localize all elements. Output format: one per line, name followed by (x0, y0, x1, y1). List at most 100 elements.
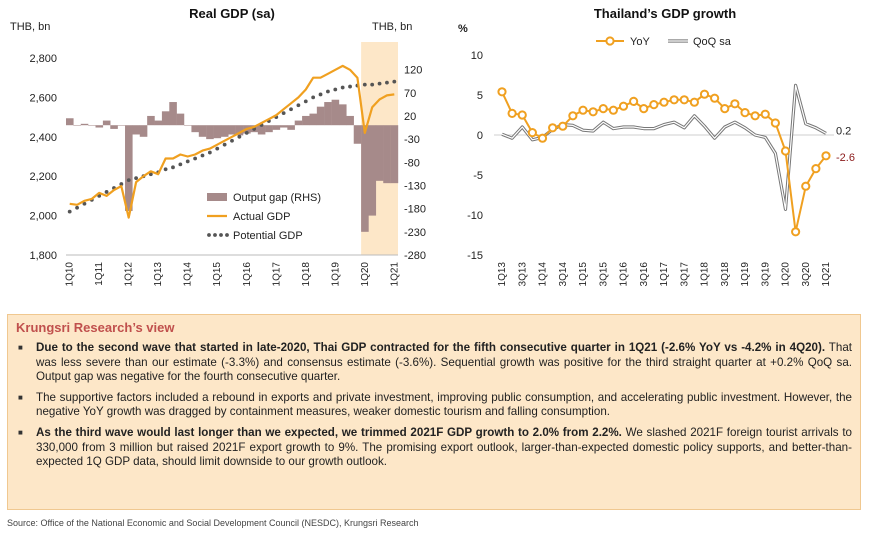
potential-gdp-point (303, 99, 308, 104)
yoy-point (821, 151, 831, 161)
right-chart-title: Thailand’s GDP growth (594, 6, 736, 21)
output-gap-bar (169, 102, 177, 126)
output-gap-bar (125, 125, 133, 211)
potential-gdp-point (171, 165, 175, 170)
right-x-tick: 1Q13 (497, 262, 508, 287)
output-gap-bar (228, 125, 236, 135)
potential-gdp-point (230, 138, 234, 143)
output-gap-bar (147, 115, 155, 126)
potential-gdp-point (82, 201, 87, 206)
output-gap-bar (368, 125, 377, 216)
output-gap-bar (80, 123, 89, 126)
research-view-box: Krungsri Research’s view Due to the seco… (7, 314, 861, 510)
right-chart-y-tick: 10 (471, 50, 483, 62)
right-chart-y-tick: -5 (473, 170, 483, 182)
left-x-tick: 1Q12 (124, 262, 135, 287)
yoy-point (507, 108, 517, 119)
yoy-point (548, 123, 558, 133)
bullet-3: As the third wave would last longer than… (16, 426, 852, 470)
output-gap-bar (154, 120, 163, 126)
potential-gdp-point (104, 190, 109, 194)
left-y-tick: 2,200 (29, 171, 57, 183)
yoy-point (730, 99, 740, 109)
legend-potential-gdp-dot (207, 233, 211, 237)
output-gap-bar (235, 125, 244, 136)
potential-gdp-point (126, 178, 131, 183)
bullet-3-bold: As the third wave would last longer than… (36, 425, 622, 439)
output-gap-bar (383, 125, 391, 184)
output-gap-bar (338, 104, 347, 126)
left-x-tick: 1Q17 (271, 262, 282, 287)
right-x-tick: 1Q17 (659, 262, 670, 287)
legend-actual-gdp: Actual GDP (233, 211, 290, 223)
yoy-point (780, 146, 791, 156)
left-y-tick: 2,400 (29, 132, 57, 144)
potential-gdp-point (289, 107, 293, 112)
yoy-point (517, 110, 527, 120)
right-x-tick: 3Q13 (517, 262, 528, 287)
right-y-tick: 120 (404, 65, 422, 77)
potential-gdp-point (222, 142, 227, 147)
yoy-point (740, 108, 750, 118)
yoy-point (588, 107, 598, 117)
left-unit-label: THB, bn (10, 21, 50, 33)
right-x-tick: 1Q19 (740, 262, 751, 287)
right-y-tick: -180 (404, 204, 426, 216)
right-x-tick: 3Q17 (679, 262, 690, 287)
yoy-point (598, 104, 608, 114)
potential-gdp-point (362, 82, 367, 87)
potential-gdp-point (370, 82, 375, 87)
potential-gdp-point (119, 182, 124, 186)
output-gap-bar (287, 125, 295, 130)
yoy-point (689, 97, 699, 107)
right-y-tick: -30 (404, 134, 420, 146)
charts-area: Real GDP (sa) THB, bn THB, bn 1,800 2,000 2,2… (10, 6, 855, 287)
left-x-tick: 1Q16 (242, 262, 253, 287)
potential-gdp-point (296, 103, 301, 108)
right-x-tick: 1Q20 (781, 262, 792, 287)
right-y-tick: -80 (404, 157, 420, 169)
legend-potential-gdp-dot (219, 233, 223, 237)
output-gap-bar (198, 125, 207, 137)
right-x-tick: 3Q15 (598, 262, 609, 287)
left-y-tick: 2,800 (29, 53, 57, 65)
left-x-tick: 1Q18 (301, 262, 312, 287)
output-gap-bar (353, 125, 362, 144)
yoy-point (649, 100, 659, 110)
yoy-point (720, 104, 730, 114)
potential-gdp-point (200, 153, 205, 158)
right-chart-y-tick: 5 (477, 90, 483, 102)
legend-yoy: YoY (630, 36, 650, 48)
output-gap-bar (184, 125, 192, 126)
output-gap-bar (161, 111, 170, 126)
output-gap-bar (139, 125, 148, 137)
output-gap-bar (110, 125, 118, 129)
output-gap-bar (95, 125, 104, 128)
yoy-point (618, 101, 629, 111)
output-gap-bar (220, 125, 229, 137)
legend-yoy-marker (605, 36, 615, 46)
right-chart-y-tick: -10 (467, 210, 483, 222)
source-note: Source: Office of the National Economic … (7, 518, 419, 528)
view-title: Krungsri Research’s view (16, 320, 175, 335)
left-y-tick: 2,600 (29, 92, 57, 104)
potential-gdp-point (185, 159, 190, 164)
yoy-point (710, 93, 720, 103)
right-x-tick: 1Q16 (619, 262, 630, 287)
output-gap-bar (66, 118, 74, 126)
left-x-tick: 1Q10 (65, 262, 76, 287)
yoy-point (669, 95, 679, 105)
yoy-point (801, 181, 811, 191)
yoy-point (760, 109, 770, 119)
potential-gdp-point (178, 162, 183, 167)
left-x-tick: 1Q19 (330, 262, 341, 287)
potential-gdp-point (148, 172, 153, 177)
bullet-2: The supportive factors included a reboun… (16, 391, 852, 420)
yoy-point (578, 105, 588, 115)
right-x-tick: 1Q18 (700, 262, 711, 287)
potential-gdp-point (163, 167, 168, 172)
potential-gdp-point (67, 209, 72, 214)
yoy-point (568, 111, 578, 121)
bullet-2-text: The supportive factors included a reboun… (36, 390, 852, 419)
output-gap-bar (206, 125, 214, 140)
